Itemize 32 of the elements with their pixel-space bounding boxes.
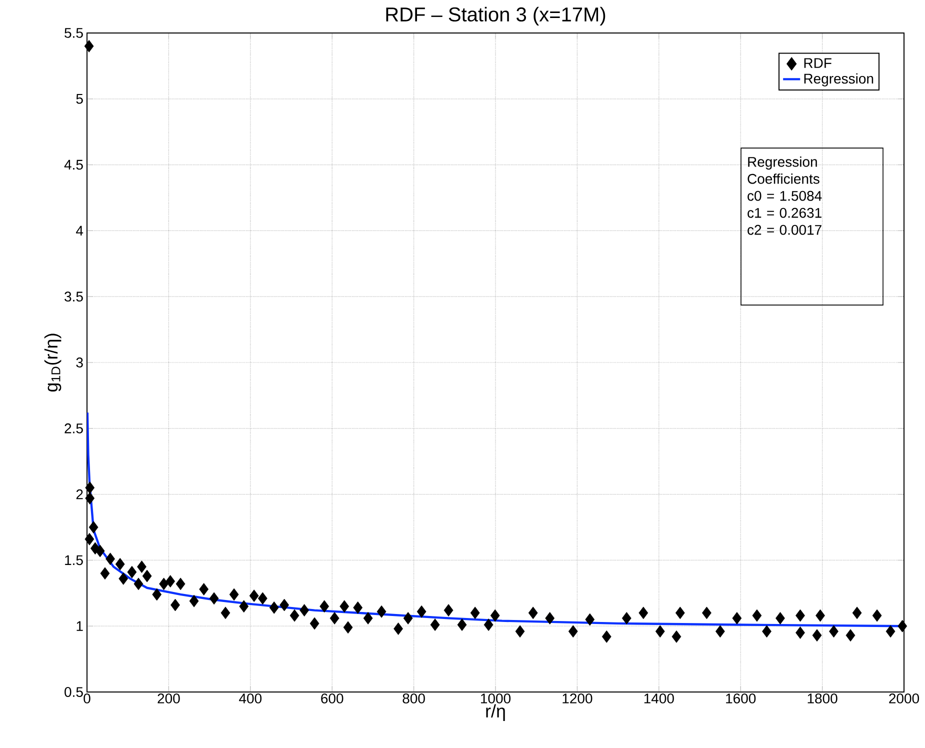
chart-title: RDF – Station 3 (x=17M) xyxy=(386,6,606,26)
x-axis-title: r/η xyxy=(486,704,505,722)
y-tick-label: 1.5 xyxy=(65,555,83,566)
x-tick-label: 800 xyxy=(402,694,425,704)
annotation: c2 = 0.0017 xyxy=(748,224,822,235)
y-tick-label: 3 xyxy=(76,358,83,368)
legend-label: RDF xyxy=(804,58,832,68)
y-axis-title: g$_{1D}$(r/η) xyxy=(44,334,62,392)
y-tick-label: 2.5 xyxy=(64,423,83,434)
x-tick-label: 1000 xyxy=(480,694,511,704)
x-tick-label: 1800 xyxy=(808,694,838,704)
x-tick-label: 400 xyxy=(239,694,262,704)
y-tick-label: 4 xyxy=(76,226,84,236)
annotation: Coefficients xyxy=(748,174,820,184)
y-tick-label: 5.5 xyxy=(64,28,83,38)
annotation: Regression xyxy=(748,156,817,170)
x-tick-label: 1400 xyxy=(644,694,674,704)
x-tick-label: 600 xyxy=(321,694,344,704)
y-tick-label: 2 xyxy=(76,489,83,500)
y-tick-label: 5 xyxy=(76,94,83,104)
y-tick-label: 4.5 xyxy=(64,160,83,170)
y-tick-label: 3.5 xyxy=(64,292,83,302)
x-tick-label: 2000 xyxy=(889,694,920,704)
x-tick-label: 1600 xyxy=(726,694,756,704)
annotation: c1 = 0.2631 xyxy=(748,208,822,218)
x-tick-label: 200 xyxy=(158,694,180,704)
annotation: c0 = 1.5084 xyxy=(748,190,822,201)
x-tick-label: 1200 xyxy=(562,694,592,704)
legend-label: Regression xyxy=(804,73,874,86)
y-tick-label: 0.5 xyxy=(64,687,83,697)
x-tick-label: 0 xyxy=(84,694,90,704)
y-tick-label: 1 xyxy=(76,621,83,631)
